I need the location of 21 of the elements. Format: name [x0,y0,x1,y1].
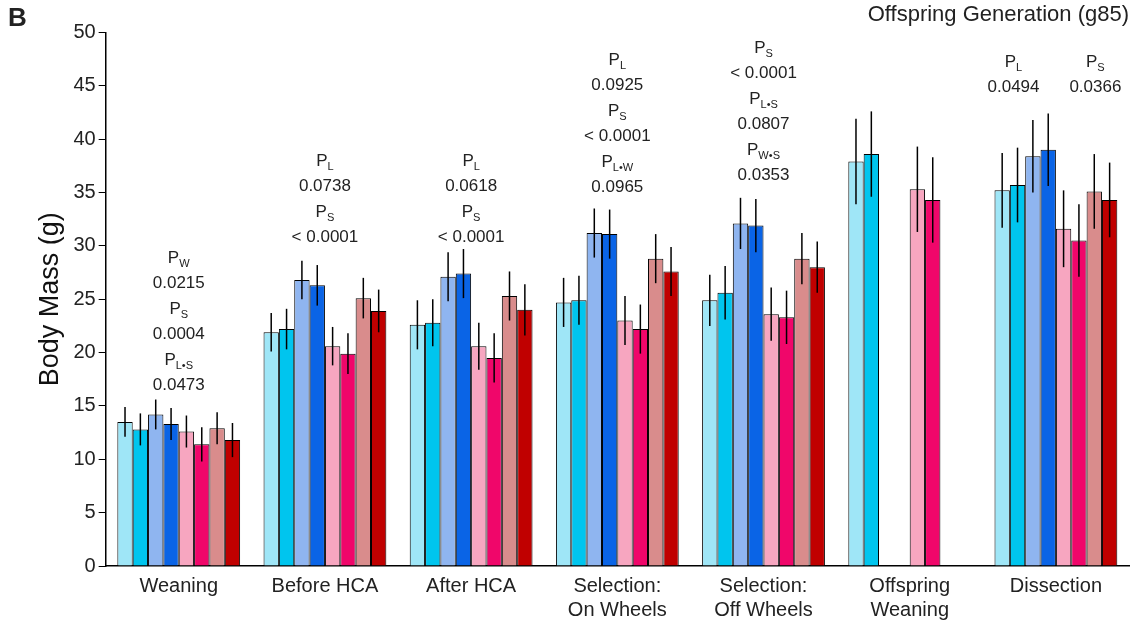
y-tick-label: 5 [84,500,96,523]
x-tick-label: Selection: Off Wheels [714,573,813,620]
y-tick-label: 15 [73,393,96,416]
y-tick-label: 0 [84,553,96,576]
x-tick-label: Selection: On Wheels [567,573,667,620]
y-tick-label: 45 [73,73,96,96]
y-tick-label: 10 [73,446,96,469]
x-tick-label: Offspring Weaning [869,573,951,620]
text: B [8,2,27,33]
y-tick-label: 20 [73,340,96,363]
y-tick-label: 35 [73,180,96,202]
x-tick-label: Before HCA [271,573,379,596]
x-tick-label: Weaning [139,573,219,596]
y-tick-label: 25 [73,286,96,309]
x-tick-label: After HCA [426,573,517,596]
y-axis-title: Body Mass (g) [33,212,64,387]
y-tick-label: 50 [73,19,96,42]
y-tick-label: 40 [73,126,96,149]
chart-title: Offspring Generation (g85) [867,1,1129,27]
x-tick-label: Dissection [1009,573,1103,596]
y-tick-label: 30 [73,233,96,256]
